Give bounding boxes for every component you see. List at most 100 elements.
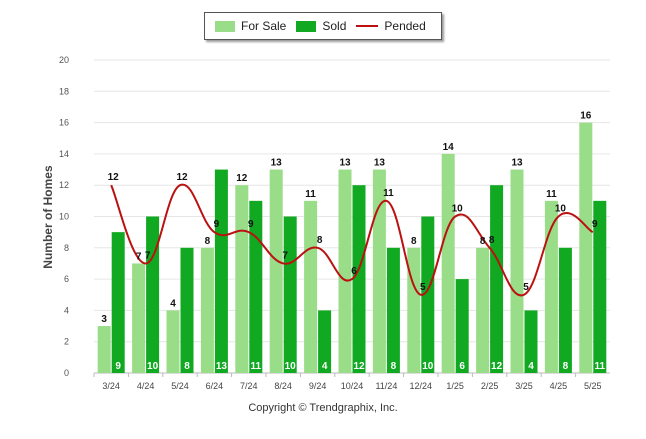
- x-tick-label: 10/24: [341, 381, 364, 391]
- legend-swatch-pended: [356, 25, 379, 27]
- data-label-sold: 8: [184, 361, 190, 372]
- data-label-sold: 6: [459, 361, 465, 372]
- bar-sold: [111, 232, 125, 373]
- x-tick-label: 11/24: [375, 381, 397, 391]
- bar-sold: [283, 216, 297, 373]
- x-tick-label: 1/25: [446, 381, 464, 391]
- x-tick-label: 9/24: [309, 381, 327, 391]
- data-label-pended: 10: [555, 204, 567, 215]
- data-label-pended: 5: [523, 282, 529, 293]
- data-label-sold: 10: [285, 361, 297, 372]
- y-axis-label: Number of Homes: [41, 165, 55, 269]
- copyright: Copyright © Trendgraphix, Inc.: [248, 402, 398, 414]
- x-tick-label: 6/24: [206, 381, 224, 391]
- y-tick-label: 8: [64, 243, 69, 253]
- legend-swatch-for-sale: [215, 20, 235, 32]
- data-label-pended: 12: [108, 172, 120, 183]
- y-tick-label: 12: [59, 180, 69, 190]
- legend-label-sold: Sold: [322, 19, 347, 33]
- bar-sold: [593, 200, 607, 373]
- legend-item-for-sale[interactable]: For Sale: [215, 19, 286, 33]
- data-label-sold: 11: [251, 361, 262, 372]
- x-tick-label: 4/25: [550, 381, 568, 391]
- bar-sold: [558, 247, 572, 373]
- bar-sold: [386, 247, 400, 373]
- x-tick-label: 5/24: [171, 381, 189, 391]
- data-label-for-sale: 13: [271, 158, 283, 169]
- x-tick-label: 4/24: [137, 381, 155, 391]
- bar-sold: [318, 310, 332, 373]
- data-label-pended: 7: [282, 250, 288, 261]
- legend-label-for-sale: For Sale: [241, 19, 287, 33]
- data-label-pended: 12: [176, 172, 188, 183]
- data-label-sold: 8: [563, 361, 569, 372]
- y-tick-label: 20: [59, 55, 69, 65]
- data-label-pended: 9: [214, 219, 220, 230]
- bar-for-sale: [200, 247, 214, 373]
- legend: For Sale Sold Pended: [204, 12, 442, 40]
- data-label-pended: 8: [489, 235, 495, 246]
- data-label-for-sale: 11: [546, 189, 557, 200]
- bar-for-sale: [269, 169, 283, 373]
- data-label-for-sale: 3: [101, 314, 107, 325]
- data-label-sold: 11: [595, 361, 606, 372]
- y-tick-label: 18: [59, 86, 69, 96]
- data-label-for-sale: 14: [443, 142, 455, 153]
- bar-for-sale: [132, 263, 146, 373]
- data-label-for-sale: 8: [411, 236, 417, 247]
- data-label-sold: 12: [353, 361, 365, 372]
- bar-for-sale: [304, 200, 318, 373]
- bar-sold: [524, 310, 538, 373]
- data-label-for-sale: 12: [236, 173, 248, 184]
- data-label-for-sale: 8: [480, 236, 486, 247]
- y-tick-label: 14: [59, 149, 69, 159]
- x-tick-label: 5/25: [584, 381, 602, 391]
- bar-for-sale: [544, 200, 558, 373]
- bar-for-sale: [407, 247, 421, 373]
- y-tick-label: 4: [64, 305, 69, 315]
- data-label-sold: 8: [391, 361, 397, 372]
- data-label-for-sale: 13: [511, 158, 523, 169]
- x-tick-label: 3/25: [515, 381, 533, 391]
- bar-for-sale: [372, 169, 386, 373]
- data-label-sold: 9: [115, 361, 121, 372]
- line-pended: [110, 183, 594, 297]
- bar-for-sale: [235, 185, 249, 373]
- x-tick-label: 7/24: [240, 381, 258, 391]
- bar-for-sale: [338, 169, 352, 373]
- data-label-pended: 9: [592, 219, 598, 230]
- bar-for-sale: [97, 326, 111, 373]
- y-tick-label: 0: [64, 368, 69, 378]
- bar-for-sale: [579, 122, 593, 373]
- legend-item-sold[interactable]: Sold: [296, 19, 346, 33]
- data-label-sold: 10: [147, 361, 159, 372]
- data-label-for-sale: 4: [170, 298, 176, 309]
- data-label-pended: 6: [351, 266, 357, 277]
- data-label-sold: 4: [322, 361, 328, 372]
- bar-for-sale: [441, 153, 455, 373]
- data-label-pended: 5: [420, 282, 426, 293]
- y-tick-label: 6: [64, 274, 69, 284]
- data-label-sold: 13: [216, 361, 228, 372]
- data-label-pended: 7: [145, 250, 151, 261]
- legend-item-pended[interactable]: Pended: [356, 19, 426, 33]
- data-label-pended: 9: [248, 219, 254, 230]
- bar-for-sale: [166, 310, 180, 373]
- x-tick-label: 12/24: [410, 381, 433, 391]
- data-label-pended: 11: [383, 188, 394, 199]
- data-label-pended: 8: [317, 235, 323, 246]
- bar-for-sale: [510, 169, 524, 373]
- x-tick-label: 2/25: [481, 381, 499, 391]
- data-label-sold: 4: [528, 361, 534, 372]
- data-label-for-sale: 16: [580, 111, 592, 122]
- x-tick-label: 8/24: [274, 381, 292, 391]
- bar-for-sale: [476, 247, 490, 373]
- data-label-for-sale: 13: [374, 158, 386, 169]
- bar-sold: [249, 200, 263, 373]
- data-label-for-sale: 11: [305, 189, 316, 200]
- y-tick-label: 16: [59, 118, 69, 128]
- legend-swatch-sold: [296, 20, 317, 32]
- bar-sold: [455, 279, 469, 373]
